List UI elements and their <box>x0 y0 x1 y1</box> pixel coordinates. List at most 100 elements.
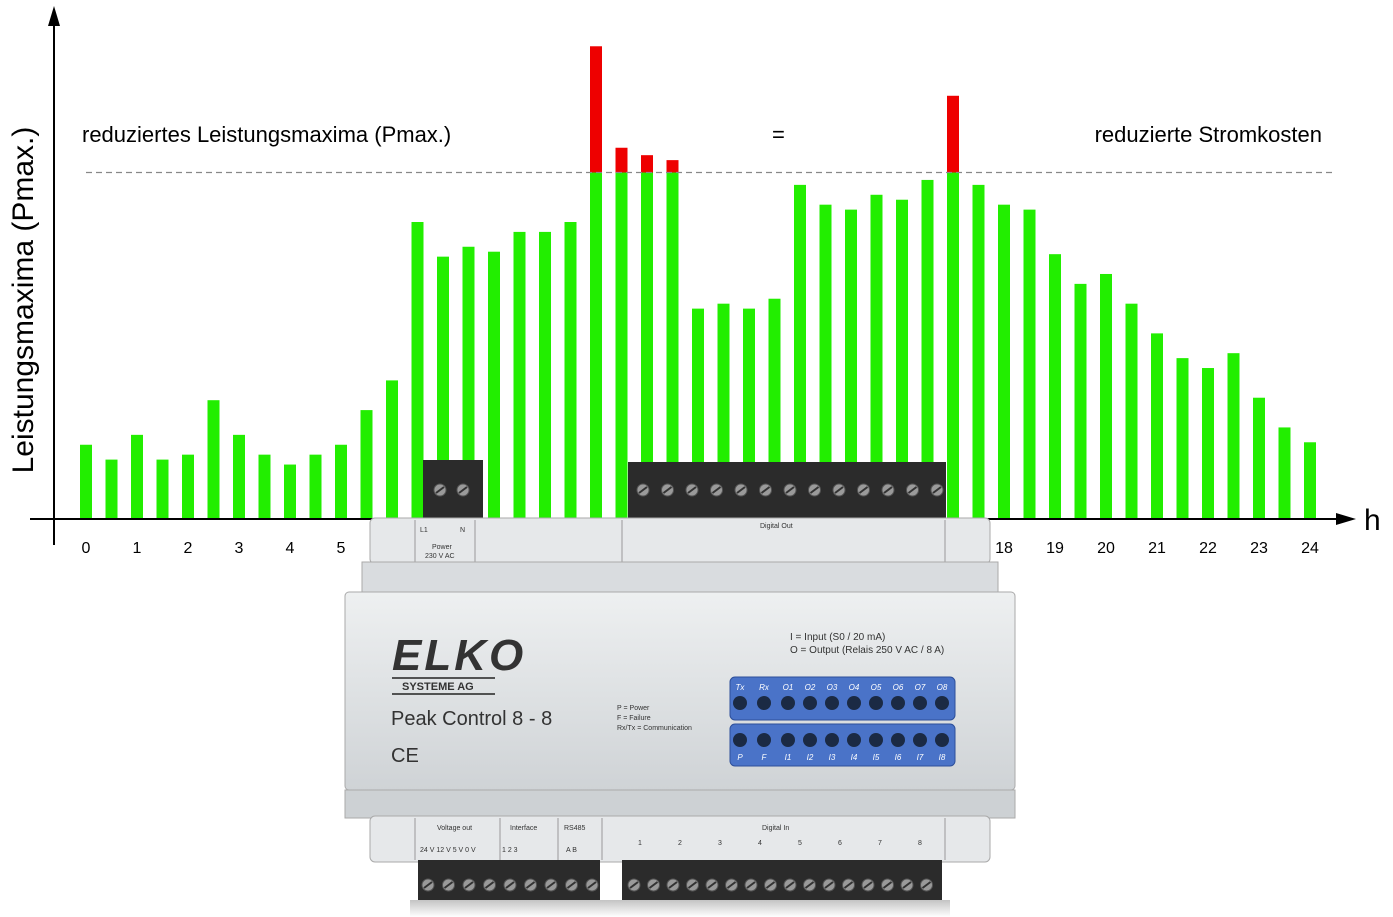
bar-29 <box>819 204 832 520</box>
bar-peak-34 <box>947 95 959 173</box>
bar-7 <box>258 454 271 519</box>
bar-44 <box>1202 368 1214 519</box>
legend-input: I = Input (S0 / 20 mA) <box>790 632 885 643</box>
bar-8 <box>284 464 296 519</box>
top-screw-8-slot <box>834 486 844 494</box>
x-tick-20: 20 <box>1097 540 1115 557</box>
annotation-reduced-costs: reduzierte Stromkosten <box>1095 122 1322 147</box>
top-screw-10-slot <box>883 486 893 494</box>
led-bottom-I5 <box>869 733 883 747</box>
bar-35 <box>972 184 985 519</box>
top-screw-left-0-slot <box>435 486 445 494</box>
annotation-equals: = <box>772 122 785 147</box>
bottom-screw-4-slot <box>707 881 717 889</box>
interface-values: 1 2 3 <box>502 847 518 854</box>
led-bottom-I6 <box>891 733 905 747</box>
x-axis-label: h <box>1364 504 1381 537</box>
led-top-label-3: O2 <box>805 683 816 692</box>
bar-12 <box>386 380 398 519</box>
peak-load-chart: 0123456789101112131415161718192021222324… <box>7 6 1381 557</box>
bar-20 <box>590 172 602 519</box>
led-top-label-6: O5 <box>871 683 882 692</box>
led-bottom-label-3: I2 <box>807 753 814 762</box>
legend-failure: F = Failure <box>617 715 651 722</box>
led-bottom-I8 <box>935 733 949 747</box>
bottom-screw-3-slot <box>687 881 698 889</box>
top-screw-11-slot <box>907 486 918 494</box>
led-bottom-label-0: P <box>737 753 743 762</box>
x-tick-19: 19 <box>1046 540 1064 557</box>
bar-46 <box>1253 397 1265 519</box>
interface-label: Interface <box>510 825 537 832</box>
housing-upper <box>361 561 999 595</box>
bar-45 <box>1227 353 1240 519</box>
bar-32 <box>896 199 908 519</box>
top-screw-6-slot <box>785 486 795 494</box>
led-top-O4 <box>847 696 861 710</box>
bar-43 <box>1176 358 1189 519</box>
digital-in-number-5: 5 <box>798 840 802 847</box>
led-bottom-P <box>733 733 747 747</box>
bottom-screw-15-slot <box>921 881 932 889</box>
bar-34 <box>947 172 959 519</box>
bar-group <box>80 46 1316 520</box>
bottom-screw-left-1-slot <box>443 881 454 889</box>
bottom-screw-left-6-slot <box>546 881 556 889</box>
top-screw-9-slot <box>858 486 869 494</box>
rs485-label: RS485 <box>564 825 586 832</box>
power-label: Power <box>432 544 453 551</box>
bar-16 <box>488 251 500 519</box>
bottom-screw-left-2-slot <box>464 881 474 889</box>
led-bottom-label-4: I3 <box>829 753 836 762</box>
voltage-out-values: 24 V 12 V 5 V 0 V <box>420 847 476 854</box>
legend-output: O = Output (Relais 250 V AC / 8 A) <box>790 645 944 656</box>
x-axis-arrow <box>1336 513 1356 525</box>
bar-0 <box>80 444 92 519</box>
bar-31 <box>870 194 883 519</box>
digital-in-number-8: 8 <box>918 840 922 847</box>
bar-38 <box>1049 254 1061 520</box>
led-top-label-0: Tx <box>736 683 746 692</box>
elko-logo: ELKO <box>392 631 526 680</box>
led-bottom-I3 <box>825 733 839 747</box>
bottom-screw-left-8-slot <box>587 881 597 889</box>
x-tick-21: 21 <box>1148 540 1166 557</box>
bar-42 <box>1151 333 1163 519</box>
led-top-Tx <box>733 696 747 710</box>
x-tick-4: 4 <box>286 540 295 557</box>
bottom-screw-6-slot <box>746 881 756 889</box>
led-top-label-8: O7 <box>915 683 926 692</box>
led-top-label-2: O1 <box>783 683 794 692</box>
bottom-screw-13-slot <box>882 881 893 889</box>
top-screw-1-slot <box>662 486 673 494</box>
digital-in-number-3: 3 <box>718 840 722 847</box>
bar-36 <box>998 204 1010 520</box>
bottom-screw-9-slot <box>804 881 815 889</box>
bottom-screw-left-5-slot <box>525 881 536 889</box>
led-top-label-5: O4 <box>849 683 860 692</box>
bar-47 <box>1278 427 1291 519</box>
led-top-O6 <box>891 696 905 710</box>
led-bottom-label-8: I7 <box>917 753 924 762</box>
bar-15 <box>462 246 475 519</box>
bar-21 <box>615 172 628 519</box>
x-tick-3: 3 <box>235 540 244 557</box>
led-bottom-label-9: I8 <box>939 753 946 762</box>
bar-6 <box>233 434 245 519</box>
digital-in-number-1: 1 <box>638 840 642 847</box>
legend-power: P = Power <box>617 705 650 712</box>
bottom-screw-8-slot <box>785 881 795 889</box>
x-tick-1: 1 <box>133 540 142 557</box>
digital-in-number-6: 6 <box>838 840 842 847</box>
top-screw-4-slot <box>736 486 746 494</box>
led-top-label-1: Rx <box>759 683 770 692</box>
bar-23 <box>666 172 679 519</box>
led-top-Rx <box>757 696 771 710</box>
led-bottom-F <box>757 733 771 747</box>
top-screw-0-slot <box>638 486 648 494</box>
led-group: Tx P Rx F O1 I1 O2 I2 O3 I3 O4 I4 O5 I5 O6 I6 O7 I7 O8 I8 <box>733 683 949 762</box>
digital-in-number-7: 7 <box>878 840 882 847</box>
systeme-ag-label: SYSTEME AG <box>402 681 474 693</box>
digital-out-label: Digital Out <box>760 523 793 530</box>
led-top-label-4: O3 <box>827 683 838 692</box>
